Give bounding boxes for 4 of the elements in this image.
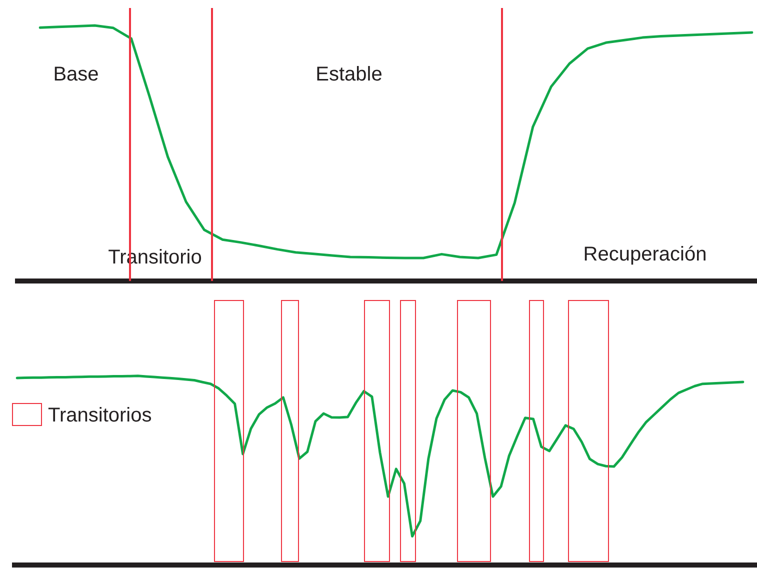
annotation: Recuperación [583,244,707,266]
annotation: Transitorios [48,404,152,427]
annotation: Estable [316,64,382,86]
annotation: Base [53,64,99,86]
